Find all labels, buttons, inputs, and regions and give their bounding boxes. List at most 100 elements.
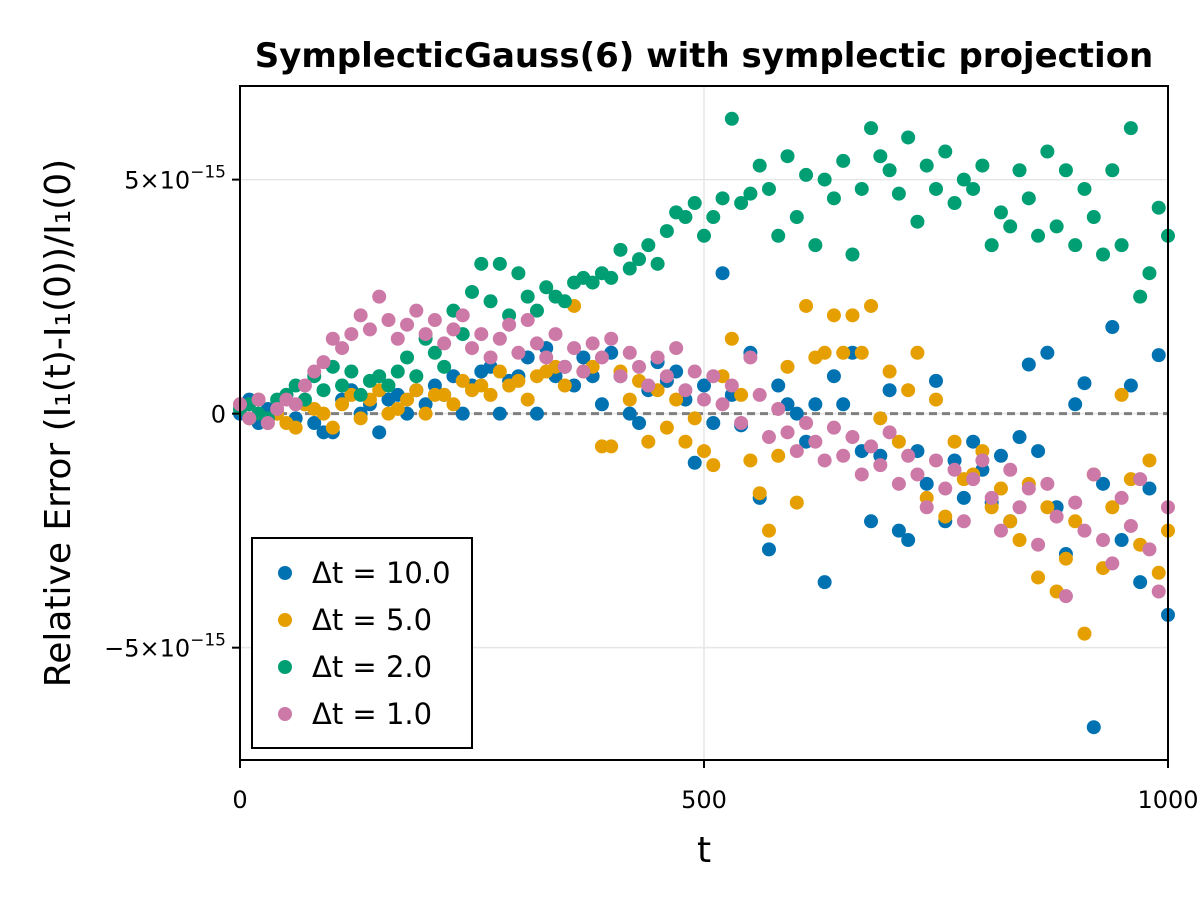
data-point-1-49: [687, 411, 702, 426]
data-point-1-95: [1114, 387, 1129, 402]
data-point-1-44: [641, 434, 656, 449]
data-point-0-39: [594, 397, 609, 412]
data-point-1-24: [455, 373, 470, 388]
data-point-2-95: [1114, 238, 1129, 253]
legend-label-3: Δt = 1.0: [312, 697, 432, 731]
data-point-2-99: [1151, 200, 1166, 215]
data-point-0-68: [864, 514, 879, 529]
data-point-0-42: [622, 406, 637, 421]
data-point-3-1: [242, 411, 257, 426]
data-point-3-87: [1040, 476, 1055, 491]
data-point-0-24: [455, 406, 470, 421]
data-point-3-8: [307, 364, 322, 379]
data-point-3-47: [669, 341, 684, 356]
legend: Δt = 10.0 Δt = 5.0 Δt = 2.0 Δt = 1.0: [251, 537, 473, 749]
data-point-2-33: [539, 280, 554, 295]
data-point-0-86: [1031, 444, 1046, 459]
data-point-1-69: [873, 411, 888, 426]
data-point-0-98: [1142, 481, 1157, 496]
data-point-1-19: [409, 383, 424, 398]
data-point-2-92: [1086, 210, 1101, 225]
data-point-3-12: [344, 327, 359, 342]
series-3: [233, 289, 1175, 604]
data-point-1-71: [891, 434, 906, 449]
data-point-0-64: [826, 369, 841, 384]
data-point-2-28: [492, 256, 507, 271]
data-point-3-18: [400, 317, 415, 332]
data-point-3-64: [826, 420, 841, 435]
data-point-2-91: [1077, 181, 1092, 196]
data-point-2-13: [353, 387, 368, 402]
data-point-1-17: [390, 401, 405, 416]
data-point-3-35: [557, 359, 572, 374]
data-point-2-19: [409, 369, 424, 384]
data-point-1-51: [706, 458, 721, 473]
data-point-1-11: [335, 397, 350, 412]
data-point-3-63: [817, 453, 832, 468]
data-point-3-22: [437, 336, 452, 351]
x-axis-ticks: 0 500 1000: [232, 760, 1199, 814]
data-point-2-49: [687, 196, 702, 211]
data-point-2-17: [390, 364, 405, 379]
data-point-3-36: [567, 341, 582, 356]
data-point-1-94: [1105, 500, 1120, 515]
data-point-3-3: [260, 416, 275, 430]
data-point-1-70: [882, 364, 897, 379]
data-point-3-26: [474, 327, 489, 342]
data-point-3-48: [678, 383, 693, 398]
data-point-3-34: [548, 327, 563, 342]
data-point-2-30: [511, 266, 526, 281]
data-point-0-72: [901, 533, 916, 548]
data-point-3-75: [929, 453, 943, 468]
data-point-0-87: [1040, 345, 1055, 360]
data-point-1-58: [771, 448, 786, 463]
data-point-3-32: [529, 336, 544, 351]
data-point-3-4: [270, 401, 285, 416]
data-point-3-53: [724, 378, 739, 393]
data-point-3-76: [938, 481, 953, 496]
data-point-1-73: [910, 345, 925, 360]
data-point-0-74: [919, 476, 934, 491]
data-point-2-62: [808, 238, 823, 253]
data-point-2-66: [845, 247, 860, 262]
legend-marker-1: [278, 613, 292, 627]
data-point-1-48: [678, 434, 693, 449]
data-point-3-70: [882, 425, 897, 440]
data-point-2-31: [520, 289, 535, 304]
data-point-3-80: [975, 453, 990, 468]
data-point-1-64: [826, 308, 841, 323]
data-point-2-21: [427, 345, 442, 360]
data-point-3-61: [799, 416, 814, 430]
data-point-2-71: [891, 186, 906, 201]
data-point-1-13: [353, 411, 368, 426]
data-point-3-42: [622, 345, 637, 360]
y-axis-label: Relative Error (I₁(t)-I₁(0))/I₁(0): [38, 159, 79, 687]
data-point-2-54: [734, 196, 749, 211]
data-point-2-85: [1021, 191, 1036, 206]
data-point-2-73: [910, 214, 925, 229]
data-point-1-66: [845, 308, 860, 323]
data-point-1-10: [325, 420, 340, 435]
data-point-2-18: [400, 350, 415, 365]
data-point-0-99: [1151, 348, 1166, 363]
data-point-1-56: [752, 486, 767, 501]
data-point-2-42: [622, 261, 637, 276]
data-point-1-82: [993, 481, 1008, 496]
data-point-2-83: [1003, 219, 1018, 234]
data-point-2-96: [1123, 121, 1138, 136]
data-point-3-45: [650, 350, 665, 365]
chart-title: SymplecticGauss(6) with symplectic proje…: [255, 36, 1154, 76]
data-point-0-32: [529, 406, 544, 421]
data-point-3-52: [715, 397, 730, 412]
data-point-0-58: [771, 378, 786, 393]
data-point-2-84: [1012, 163, 1027, 178]
data-point-2-27: [483, 294, 498, 309]
data-point-2-98: [1142, 266, 1157, 281]
data-point-1-72: [901, 383, 916, 398]
data-point-2-45: [650, 256, 665, 271]
data-point-0-96: [1123, 378, 1138, 393]
data-point-3-27: [483, 350, 498, 365]
data-point-1-47: [669, 392, 684, 407]
data-point-3-83: [1003, 462, 1018, 477]
data-point-0-52: [715, 266, 730, 281]
